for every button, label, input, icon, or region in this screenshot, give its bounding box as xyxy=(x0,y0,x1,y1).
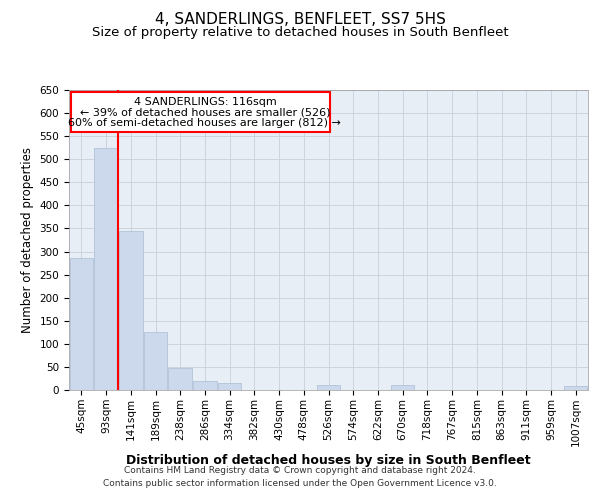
Text: Size of property relative to detached houses in South Benfleet: Size of property relative to detached ho… xyxy=(92,26,508,39)
X-axis label: Distribution of detached houses by size in South Benfleet: Distribution of detached houses by size … xyxy=(126,454,531,468)
Text: 4 SANDERLINGS: 116sqm: 4 SANDERLINGS: 116sqm xyxy=(134,96,277,106)
FancyBboxPatch shape xyxy=(71,92,331,132)
Bar xyxy=(391,386,415,390)
Y-axis label: Number of detached properties: Number of detached properties xyxy=(21,147,34,333)
Bar xyxy=(144,332,167,390)
Text: 4, SANDERLINGS, BENFLEET, SS7 5HS: 4, SANDERLINGS, BENFLEET, SS7 5HS xyxy=(155,12,445,28)
Bar xyxy=(218,383,241,390)
Text: 60% of semi-detached houses are larger (812) →: 60% of semi-detached houses are larger (… xyxy=(68,118,341,128)
Bar xyxy=(564,386,587,390)
Bar xyxy=(119,231,143,390)
Bar xyxy=(94,148,118,390)
Bar xyxy=(193,381,217,390)
Bar xyxy=(70,258,93,390)
Bar xyxy=(169,368,192,390)
Bar xyxy=(317,386,340,390)
Text: ← 39% of detached houses are smaller (526): ← 39% of detached houses are smaller (52… xyxy=(80,107,330,117)
Text: Contains HM Land Registry data © Crown copyright and database right 2024.
Contai: Contains HM Land Registry data © Crown c… xyxy=(103,466,497,487)
